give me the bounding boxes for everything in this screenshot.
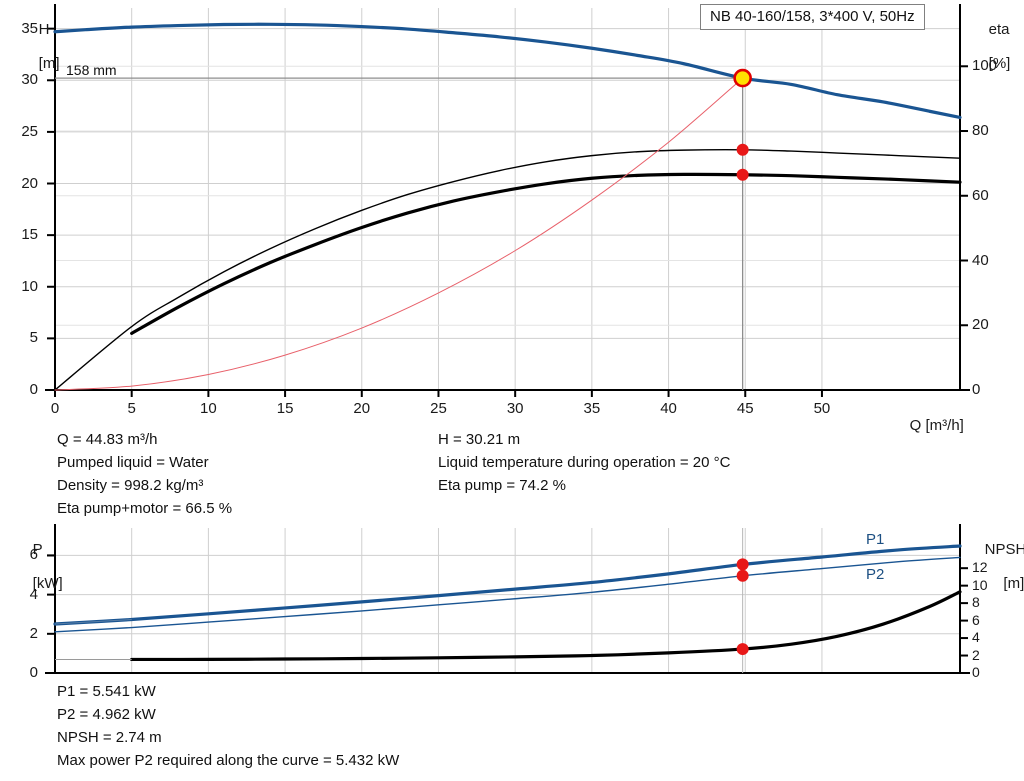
top-xtick-50: 50: [813, 400, 831, 417]
top-ytick-35: 35: [21, 19, 38, 37]
top-ytick-5: 5: [29, 329, 38, 347]
info-left-line-1: Pumped liquid = Water: [57, 454, 209, 471]
bottom-y-right-name: NPSH: [984, 541, 1024, 558]
bot-npsh-tick-10: 10: [972, 576, 988, 593]
impeller-size-note: 158 mm: [66, 62, 117, 78]
info-bottom-line-1: P2 = 4.962 kW: [57, 706, 156, 723]
eta-marker-1: [736, 168, 749, 181]
bot-npsh-tick-2: 2: [972, 646, 980, 663]
top-ytick-10: 10: [21, 277, 38, 295]
bot-npsh-tick-12: 12: [972, 559, 988, 576]
top-xtick-25: 25: [430, 400, 447, 417]
info-left-line-3: Eta pump+motor = 66.5 %: [57, 500, 233, 517]
series-label-p2: P2: [866, 566, 885, 583]
bot-npsh-tick-0: 0: [972, 664, 980, 680]
bot-npsh-tick-6: 6: [972, 611, 980, 628]
bottom-y-right-unit: [m]: [1003, 575, 1024, 592]
bottom-y-right-axis-title: NPSH [m]: [968, 524, 1024, 609]
top-eta-tick-60: 60: [972, 186, 989, 204]
power-marker-0: [736, 558, 749, 571]
eta-marker-0: [736, 143, 749, 156]
top-ytick-25: 25: [21, 122, 38, 140]
top-eta-tick-80: 80: [972, 122, 989, 140]
bottom-y-left-name: P: [32, 541, 43, 558]
info-bottom-line-2: NPSH = 2.74 m: [57, 729, 162, 746]
info-left-line-2: Density = 998.2 kg/m³: [57, 477, 204, 494]
top-xtick-30: 30: [506, 400, 524, 417]
series-label-p1: P1: [866, 531, 885, 548]
top-y-right-axis-title: eta [%]: [972, 4, 1011, 89]
info-left-line-0: Q = 44.83 m³/h: [57, 431, 158, 448]
bottom-y-left-unit: [kW]: [32, 575, 63, 592]
info-right-line-0: H = 30.21 m: [438, 431, 521, 448]
bot-ptick-2: 2: [29, 624, 38, 642]
head-eta-chart: [45, 4, 970, 397]
info-right-line-2: Eta pump = 74.2 %: [438, 477, 566, 494]
power-marker-1: [736, 569, 749, 582]
power-npsh-chart: [45, 524, 970, 674]
top-xtick-45: 45: [736, 400, 754, 417]
top-eta-tick-40: 40: [972, 251, 989, 269]
info-bottom-line-3: Max power P2 required along the curve = …: [57, 752, 400, 769]
top-y-left-axis-title: H [m]: [22, 4, 60, 89]
top-eta-tick-0: 0: [972, 381, 981, 398]
bot-npsh-tick-4: 4: [972, 629, 980, 646]
top-xtick-40: 40: [660, 400, 677, 417]
top-xtick-35: 35: [583, 400, 601, 417]
chart-title-box: NB 40-160/158, 3*400 V, 50Hz: [700, 4, 925, 30]
top-xtick-0: 0: [50, 400, 60, 417]
top-ytick-0: 0: [29, 381, 38, 398]
top-y-left-unit: [m]: [38, 55, 60, 72]
top-xtick-20: 20: [353, 400, 371, 417]
bot-ptick-0: 0: [29, 664, 38, 681]
top-eta-tick-100: 100: [972, 57, 998, 75]
top-eta-tick-20: 20: [972, 316, 989, 334]
duty-point-marker[interactable]: [733, 68, 752, 88]
top-x-axis-title: Q [m³/h]: [893, 400, 964, 451]
top-y-right-name: eta: [988, 21, 1010, 38]
bottom-y-left-axis-title: P [kW]: [16, 524, 63, 609]
top-y-left-name: H: [38, 21, 50, 38]
power-marker-2: [736, 643, 749, 656]
bot-ptick-6: 6: [29, 546, 38, 564]
bot-ptick-4: 4: [29, 585, 38, 603]
top-y-right-unit: [%]: [988, 55, 1011, 72]
top-x-axis-label: Q [m³/h]: [909, 417, 964, 434]
top-ytick-30: 30: [21, 71, 38, 89]
info-bottom-line-0: P1 = 5.541 kW: [57, 683, 156, 700]
bot-npsh-tick-8: 8: [972, 594, 980, 611]
top-xtick-10: 10: [200, 400, 217, 417]
top-xtick-5: 5: [127, 400, 136, 417]
top-ytick-20: 20: [21, 174, 38, 192]
top-ytick-15: 15: [21, 226, 38, 244]
top-xtick-15: 15: [276, 400, 294, 417]
info-right-line-1: Liquid temperature during operation = 20…: [438, 454, 731, 471]
